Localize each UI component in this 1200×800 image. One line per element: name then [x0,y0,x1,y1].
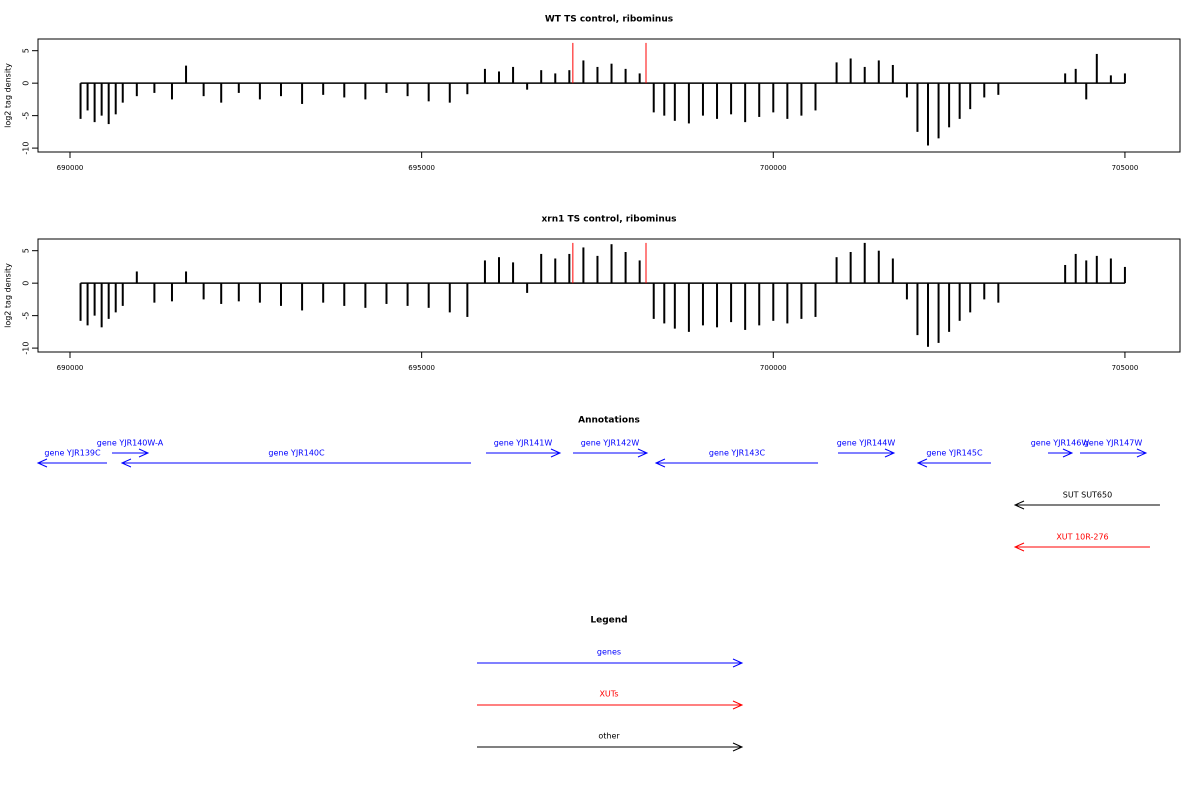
feature-label: gene YJR147W [1084,439,1143,448]
feature-label: gene YJR140C [268,449,325,458]
feature-arrow-head [654,458,666,468]
chart-title: xrn1 TS control, ribominus [541,215,676,225]
feature-label: XUT 10R-276 [1056,533,1108,542]
feature-arrow-head [916,458,928,468]
y-axis-label: log2 tag density [4,63,13,128]
x-tick-label: 700000 [760,364,787,372]
x-tick-label: 705000 [1112,164,1139,172]
feature-arrow-head [884,448,896,458]
legend-title: Legend [590,616,627,626]
feature-label: gene YJR144W [837,439,896,448]
feature-label: gene YJR142W [581,439,640,448]
x-tick-label: 705000 [1112,364,1139,372]
annotations-title: Annotations [578,416,640,426]
chart-title: WT TS control, ribominus [545,15,673,25]
y-tick-label: 0 [22,281,31,286]
feature-label: gene YJR143C [709,449,766,458]
x-tick-label: 700000 [760,164,787,172]
feature-arrow-head [550,448,562,458]
x-tick-label: 690000 [57,164,84,172]
feature-label: gene YJR140W-A [97,439,164,448]
y-tick-label: 5 [22,48,31,53]
feature-label: SUT SUT650 [1063,491,1112,500]
y-axis-label: log2 tag density [4,263,13,328]
feature-arrow-head [120,458,132,468]
feature-arrow-head [1136,448,1148,458]
y-tick-label: -10 [22,342,31,355]
x-tick-label: 695000 [408,364,435,372]
plot-box [37,38,1181,153]
plot-box [37,238,1181,353]
legend-label: genes [597,648,621,657]
legend-label: other [598,732,620,741]
x-tick-label: 690000 [57,364,84,372]
feature-arrow-head [1062,448,1074,458]
y-tick-label: -5 [22,312,31,320]
legend-arrow-head [732,658,744,668]
y-tick-label: -10 [22,142,31,155]
y-tick-label: 0 [22,81,31,86]
feature-label: gene YJR145C [926,449,983,458]
feature-arrow-head [36,458,48,468]
feature-arrow-head [138,448,150,458]
feature-label: gene YJR141W [494,439,553,448]
feature-label: gene YJR146W [1031,439,1090,448]
feature-arrow-head [1013,542,1025,552]
legend-label: XUTs [599,690,618,699]
feature-arrow-head [1013,500,1025,510]
legend-arrow-head [732,742,744,752]
legend-arrow-head [732,700,744,710]
y-tick-label: 5 [22,248,31,253]
y-tick-label: -5 [22,112,31,120]
feature-arrow-head [637,448,649,458]
feature-label: gene YJR139C [44,449,101,458]
x-tick-label: 695000 [408,164,435,172]
